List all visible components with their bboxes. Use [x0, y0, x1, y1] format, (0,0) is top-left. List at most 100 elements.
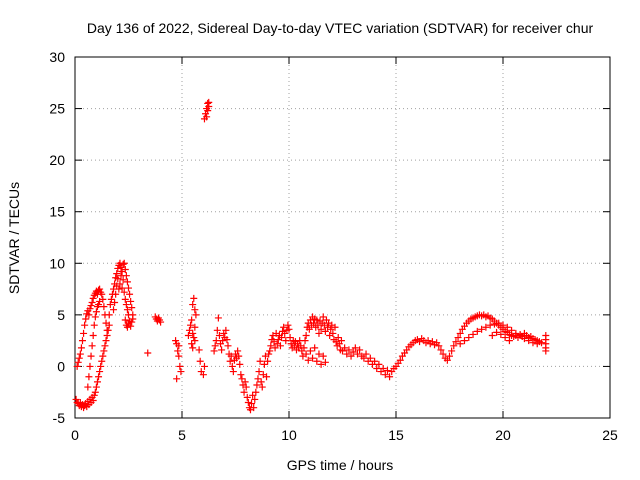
data-point — [263, 373, 271, 381]
data-point — [313, 316, 321, 324]
grid-lines — [75, 57, 610, 418]
data-point — [512, 329, 520, 337]
data-point — [121, 316, 129, 324]
data-point — [85, 311, 93, 319]
data-point — [240, 388, 248, 396]
y-tick-label: 5 — [57, 307, 65, 323]
x-tick-label: 15 — [388, 427, 404, 443]
data-point — [253, 381, 261, 389]
data-point — [439, 350, 447, 358]
data-point — [76, 350, 84, 358]
data-point — [302, 350, 310, 358]
data-point — [113, 270, 121, 278]
data-point — [538, 339, 546, 347]
data-point — [482, 323, 490, 331]
data-point — [174, 347, 182, 355]
data-point — [111, 298, 119, 306]
data-point — [212, 337, 220, 345]
data-point — [264, 357, 272, 365]
data-point — [360, 354, 368, 362]
data-point — [125, 311, 132, 319]
data-point — [276, 342, 284, 350]
data-point — [189, 344, 197, 352]
data-point — [495, 319, 503, 327]
data-point — [529, 339, 537, 347]
data-point — [89, 331, 97, 339]
data-point — [319, 352, 327, 360]
data-point — [127, 322, 135, 330]
data-point — [91, 313, 99, 321]
data-point — [121, 295, 129, 303]
data-point — [210, 347, 218, 355]
data-point — [258, 383, 266, 391]
data-point — [199, 371, 207, 379]
data-point — [386, 373, 394, 381]
data-point — [319, 313, 327, 321]
data-point — [90, 391, 98, 399]
data-point — [310, 319, 318, 327]
data-point — [119, 260, 127, 268]
x-tick-label: 5 — [178, 427, 186, 443]
data-point — [175, 352, 183, 360]
data-point — [191, 337, 199, 345]
data-point — [486, 321, 494, 329]
data-point — [77, 344, 85, 352]
data-point — [520, 335, 528, 343]
data-point — [383, 367, 391, 375]
data-point — [446, 352, 453, 360]
data-point — [280, 323, 288, 331]
data-point — [248, 400, 256, 408]
data-point — [345, 346, 353, 354]
data-point — [267, 342, 275, 350]
data-point — [331, 323, 339, 331]
data-point — [533, 340, 541, 348]
data-point — [301, 337, 309, 345]
data-point — [196, 357, 204, 365]
data-point — [129, 315, 137, 323]
data-point — [205, 98, 213, 106]
data-point — [120, 259, 128, 267]
data-point — [249, 391, 257, 399]
data-point — [188, 316, 196, 324]
data-point — [327, 325, 335, 333]
data-point — [241, 378, 249, 386]
data-point — [448, 347, 456, 355]
y-tick-label: 30 — [49, 49, 65, 65]
data-point — [185, 326, 193, 334]
data-point — [115, 285, 123, 293]
data-point — [454, 334, 462, 342]
axes: 0 5 10 15 20 25 -5 0 5 10 15 20 25 30 — [49, 49, 618, 443]
data-point — [252, 388, 260, 396]
data-point — [192, 311, 200, 319]
data-point — [497, 330, 505, 338]
data-point — [95, 373, 103, 381]
data-point — [278, 334, 286, 342]
data-point — [84, 383, 92, 391]
data-point — [469, 330, 477, 338]
data-point — [317, 325, 325, 333]
data-point — [242, 383, 250, 391]
y-tick-label: 20 — [49, 152, 65, 168]
data-point — [229, 368, 237, 376]
data-point — [375, 360, 383, 368]
data-point — [128, 304, 136, 312]
data-point — [126, 290, 134, 298]
data-point — [211, 342, 219, 350]
data-point — [125, 284, 132, 292]
data-point — [157, 318, 165, 326]
data-point — [121, 265, 129, 273]
data-point — [107, 295, 115, 303]
data-point — [190, 294, 198, 302]
y-axis-label: SDTVAR / TECUs — [6, 182, 22, 294]
data-point — [396, 356, 404, 364]
data-point — [184, 331, 192, 339]
data-point — [235, 352, 243, 360]
data-point — [110, 306, 118, 314]
data-point — [173, 375, 181, 383]
data-point — [351, 344, 359, 352]
data-point — [456, 329, 464, 337]
data-point — [172, 337, 180, 345]
data-point — [119, 276, 127, 284]
data-point — [188, 340, 196, 348]
